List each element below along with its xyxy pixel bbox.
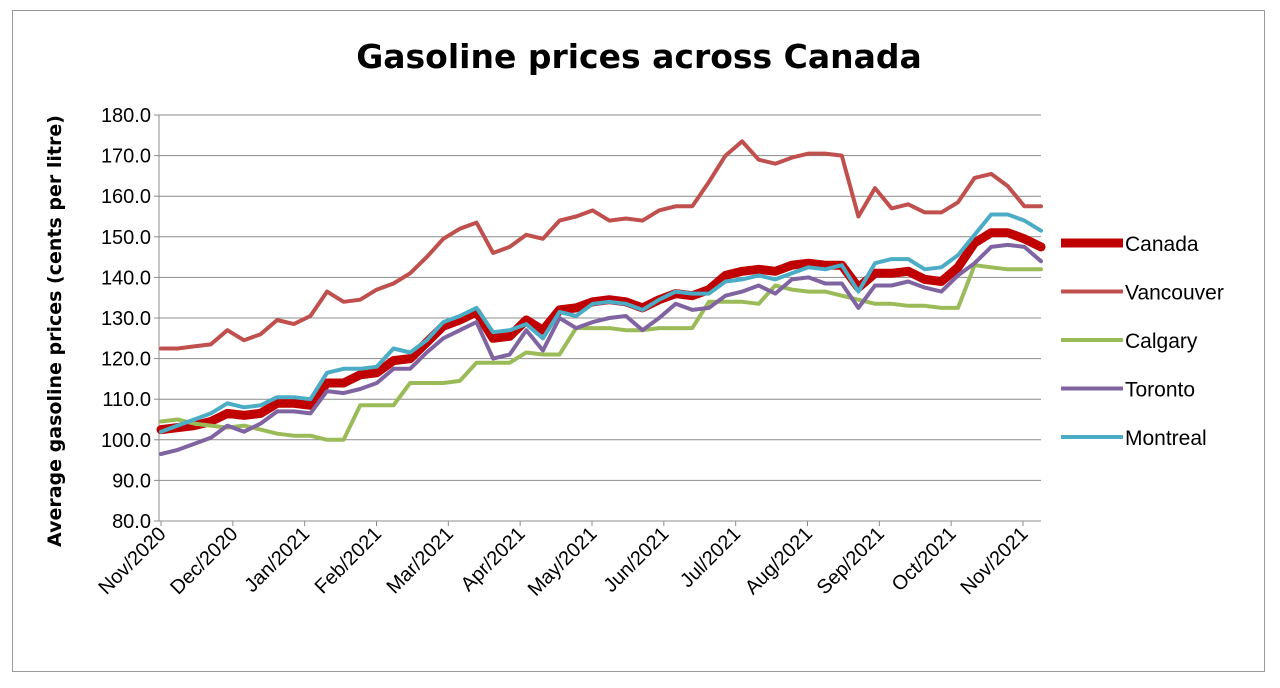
x-tick-label: Nov/2020 — [94, 523, 170, 599]
legend-label-montreal: Montreal — [1125, 427, 1207, 450]
y-tick-label: 120.0 — [101, 349, 151, 371]
y-tick-label: 180.0 — [101, 105, 151, 127]
x-tick-label: Jun/2021 — [600, 523, 674, 597]
legend: Canada Vancouver Calgary Toronto Montreal — [1061, 233, 1224, 450]
chart-frame: Gasoline prices across Canada 80.0 90.0 10… — [12, 10, 1265, 672]
y-tick-label: 160.0 — [101, 186, 151, 208]
chart-title: Gasoline prices across Canada — [356, 37, 922, 76]
x-tick-label: Mar/2021 — [383, 523, 458, 598]
legend-label-calgary: Calgary — [1125, 330, 1198, 353]
y-tick-label: 150.0 — [101, 227, 151, 249]
x-tick-label: Nov/2021 — [956, 523, 1032, 599]
axes — [158, 115, 1041, 526]
y-tick-label: 110.0 — [102, 389, 151, 411]
x-tick-label: Jul/2021 — [676, 523, 745, 592]
series-line-montreal — [159, 212, 1043, 434]
y-tick-labels: 80.0 90.0 100.0 110.0 120.0 130.0 140.0 150.0 16… — [101, 105, 151, 533]
chart-svg: Gasoline prices across Canada 80.0 90.0 10… — [44, 37, 1224, 601]
series-line-toronto — [159, 242, 1043, 456]
y-tick-label: 90.0 — [112, 470, 151, 492]
x-tick-label: Sep/2021 — [813, 523, 889, 599]
y-tick-label: 100.0 — [101, 430, 151, 452]
x-tick-label: Feb/2021 — [311, 523, 386, 598]
gridlines — [154, 114, 1041, 522]
y-tick-label: 140.0 — [101, 267, 151, 289]
legend-label-toronto: Toronto — [1125, 379, 1195, 402]
series-line-calgary — [159, 263, 1043, 442]
x-tick-label: Dec/2020 — [166, 523, 242, 599]
series-lines — [156, 139, 1046, 456]
legend-label-vancouver: Vancouver — [1125, 282, 1224, 305]
series-line-canada — [156, 228, 1046, 435]
x-tick-label: Oct/2021 — [888, 523, 961, 596]
x-tick-label: Aug/2021 — [741, 523, 817, 599]
x-tick-label: Apr/2021 — [457, 523, 530, 596]
y-tick-label: 80.0 — [112, 511, 151, 533]
x-tick-labels: Nov/2020Dec/2020Jan/2021Feb/2021Mar/2021… — [94, 523, 1032, 601]
y-tick-label: 170.0 — [101, 146, 151, 168]
y-tick-label: 130.0 — [101, 308, 151, 330]
x-tick-label: Jan/2021 — [240, 523, 314, 597]
series-line-vancouver — [159, 139, 1043, 351]
x-tick-label: May/2021 — [524, 523, 602, 601]
y-axis-label: Average gasoline prices (cents per litre… — [44, 115, 66, 547]
legend-label-canada: Canada — [1125, 233, 1199, 256]
